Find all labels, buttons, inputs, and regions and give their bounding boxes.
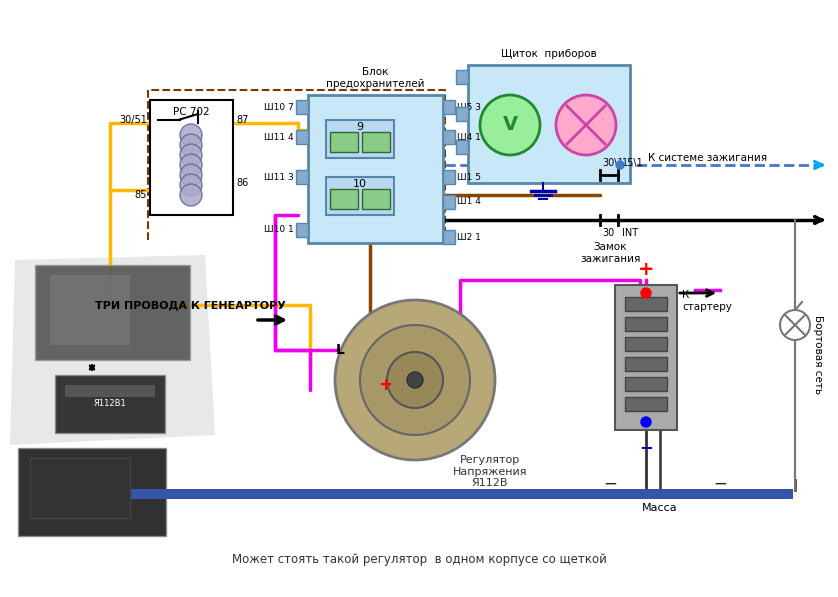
Bar bbox=[326, 177, 394, 215]
Text: К
стартеру: К стартеру bbox=[682, 290, 732, 312]
Text: Ш1 4: Ш1 4 bbox=[457, 198, 481, 207]
Bar bbox=[150, 100, 233, 215]
Bar bbox=[30, 458, 130, 518]
Bar bbox=[65, 385, 155, 397]
Bar bbox=[326, 120, 394, 158]
Text: 30/51: 30/51 bbox=[119, 115, 147, 125]
Text: К системе зажигания: К системе зажигания bbox=[648, 153, 767, 163]
Text: 9: 9 bbox=[356, 122, 364, 132]
Circle shape bbox=[180, 164, 202, 186]
Bar bbox=[296, 170, 308, 184]
Bar bbox=[98, 489, 793, 499]
Bar bbox=[615, 285, 677, 430]
Text: Ш10 7: Ш10 7 bbox=[264, 103, 294, 112]
Circle shape bbox=[556, 95, 616, 155]
Bar bbox=[625, 337, 667, 351]
Text: Ш4 1: Ш4 1 bbox=[457, 133, 481, 141]
Bar bbox=[330, 132, 358, 152]
Circle shape bbox=[360, 325, 470, 435]
Circle shape bbox=[387, 352, 443, 408]
Text: L: L bbox=[335, 343, 344, 357]
Text: Масса: Масса bbox=[642, 503, 678, 513]
Bar bbox=[296, 223, 308, 237]
Text: +: + bbox=[638, 260, 654, 279]
Text: 87: 87 bbox=[236, 115, 248, 125]
Text: −: − bbox=[639, 438, 653, 456]
Bar bbox=[625, 317, 667, 331]
Bar bbox=[456, 70, 468, 84]
Bar bbox=[443, 130, 455, 144]
Bar bbox=[443, 230, 455, 244]
Text: Ш11 4: Ш11 4 bbox=[264, 133, 294, 141]
Bar bbox=[443, 170, 455, 184]
Circle shape bbox=[641, 417, 651, 427]
Text: Щиток  приборов: Щиток приборов bbox=[501, 49, 597, 59]
Circle shape bbox=[180, 124, 202, 146]
Circle shape bbox=[180, 174, 202, 196]
Text: 10: 10 bbox=[353, 179, 367, 189]
Text: ТРИ ПРОВОДА К ГЕНЕАРТОРУ: ТРИ ПРОВОДА К ГЕНЕАРТОРУ bbox=[95, 300, 286, 310]
Bar bbox=[625, 297, 667, 311]
Bar bbox=[625, 357, 667, 371]
Polygon shape bbox=[10, 255, 215, 445]
Bar bbox=[456, 140, 468, 154]
Text: Бортовая сеть: Бортовая сеть bbox=[813, 315, 823, 395]
Circle shape bbox=[180, 144, 202, 166]
Text: 85: 85 bbox=[135, 190, 147, 200]
Text: INT: INT bbox=[622, 228, 638, 238]
Bar bbox=[625, 397, 667, 411]
Text: Может стоять такой регулятор  в одном корпусе со щеткой: Может стоять такой регулятор в одном кор… bbox=[231, 553, 607, 567]
Circle shape bbox=[616, 161, 624, 169]
Bar bbox=[443, 195, 455, 209]
Bar bbox=[55, 375, 165, 433]
Text: 86: 86 bbox=[236, 178, 248, 188]
Circle shape bbox=[407, 372, 423, 388]
Circle shape bbox=[480, 95, 540, 155]
Text: РС 702: РС 702 bbox=[173, 107, 210, 117]
Bar bbox=[330, 189, 358, 209]
Bar bbox=[308, 95, 443, 243]
Circle shape bbox=[180, 184, 202, 206]
Bar bbox=[296, 130, 308, 144]
Bar bbox=[50, 275, 130, 345]
Bar bbox=[443, 100, 455, 114]
Bar bbox=[18, 448, 166, 536]
Bar bbox=[625, 377, 667, 391]
Text: −: − bbox=[603, 475, 617, 493]
Circle shape bbox=[180, 134, 202, 156]
Text: 30: 30 bbox=[602, 228, 614, 238]
Text: 15\1: 15\1 bbox=[622, 158, 644, 168]
Text: Регулятор
Напряжения
Я112В: Регулятор Напряжения Я112В bbox=[453, 455, 527, 488]
Text: Ш2 1: Ш2 1 bbox=[457, 232, 481, 242]
Text: Ш1 5: Ш1 5 bbox=[457, 173, 481, 181]
Circle shape bbox=[335, 300, 495, 460]
Text: V: V bbox=[503, 115, 518, 134]
Bar bbox=[35, 265, 190, 360]
Text: 30\1: 30\1 bbox=[602, 158, 623, 168]
Circle shape bbox=[641, 288, 651, 298]
Bar bbox=[296, 100, 308, 114]
Bar bbox=[362, 132, 390, 152]
Bar bbox=[362, 189, 390, 209]
Text: +: + bbox=[378, 376, 392, 394]
Circle shape bbox=[780, 310, 810, 340]
Text: Блок
предохранителей: Блок предохранителей bbox=[326, 67, 425, 89]
Text: Ш5 3: Ш5 3 bbox=[457, 103, 481, 112]
Text: Ш11 3: Ш11 3 bbox=[264, 173, 294, 181]
Text: Замок
зажигания: Замок зажигания bbox=[580, 242, 640, 264]
Circle shape bbox=[180, 154, 202, 176]
Text: Я112В1: Я112В1 bbox=[94, 399, 127, 408]
Bar bbox=[468, 65, 630, 183]
Bar bbox=[456, 107, 468, 121]
Text: Ш10 1: Ш10 1 bbox=[264, 226, 294, 235]
Text: −: − bbox=[713, 475, 727, 493]
